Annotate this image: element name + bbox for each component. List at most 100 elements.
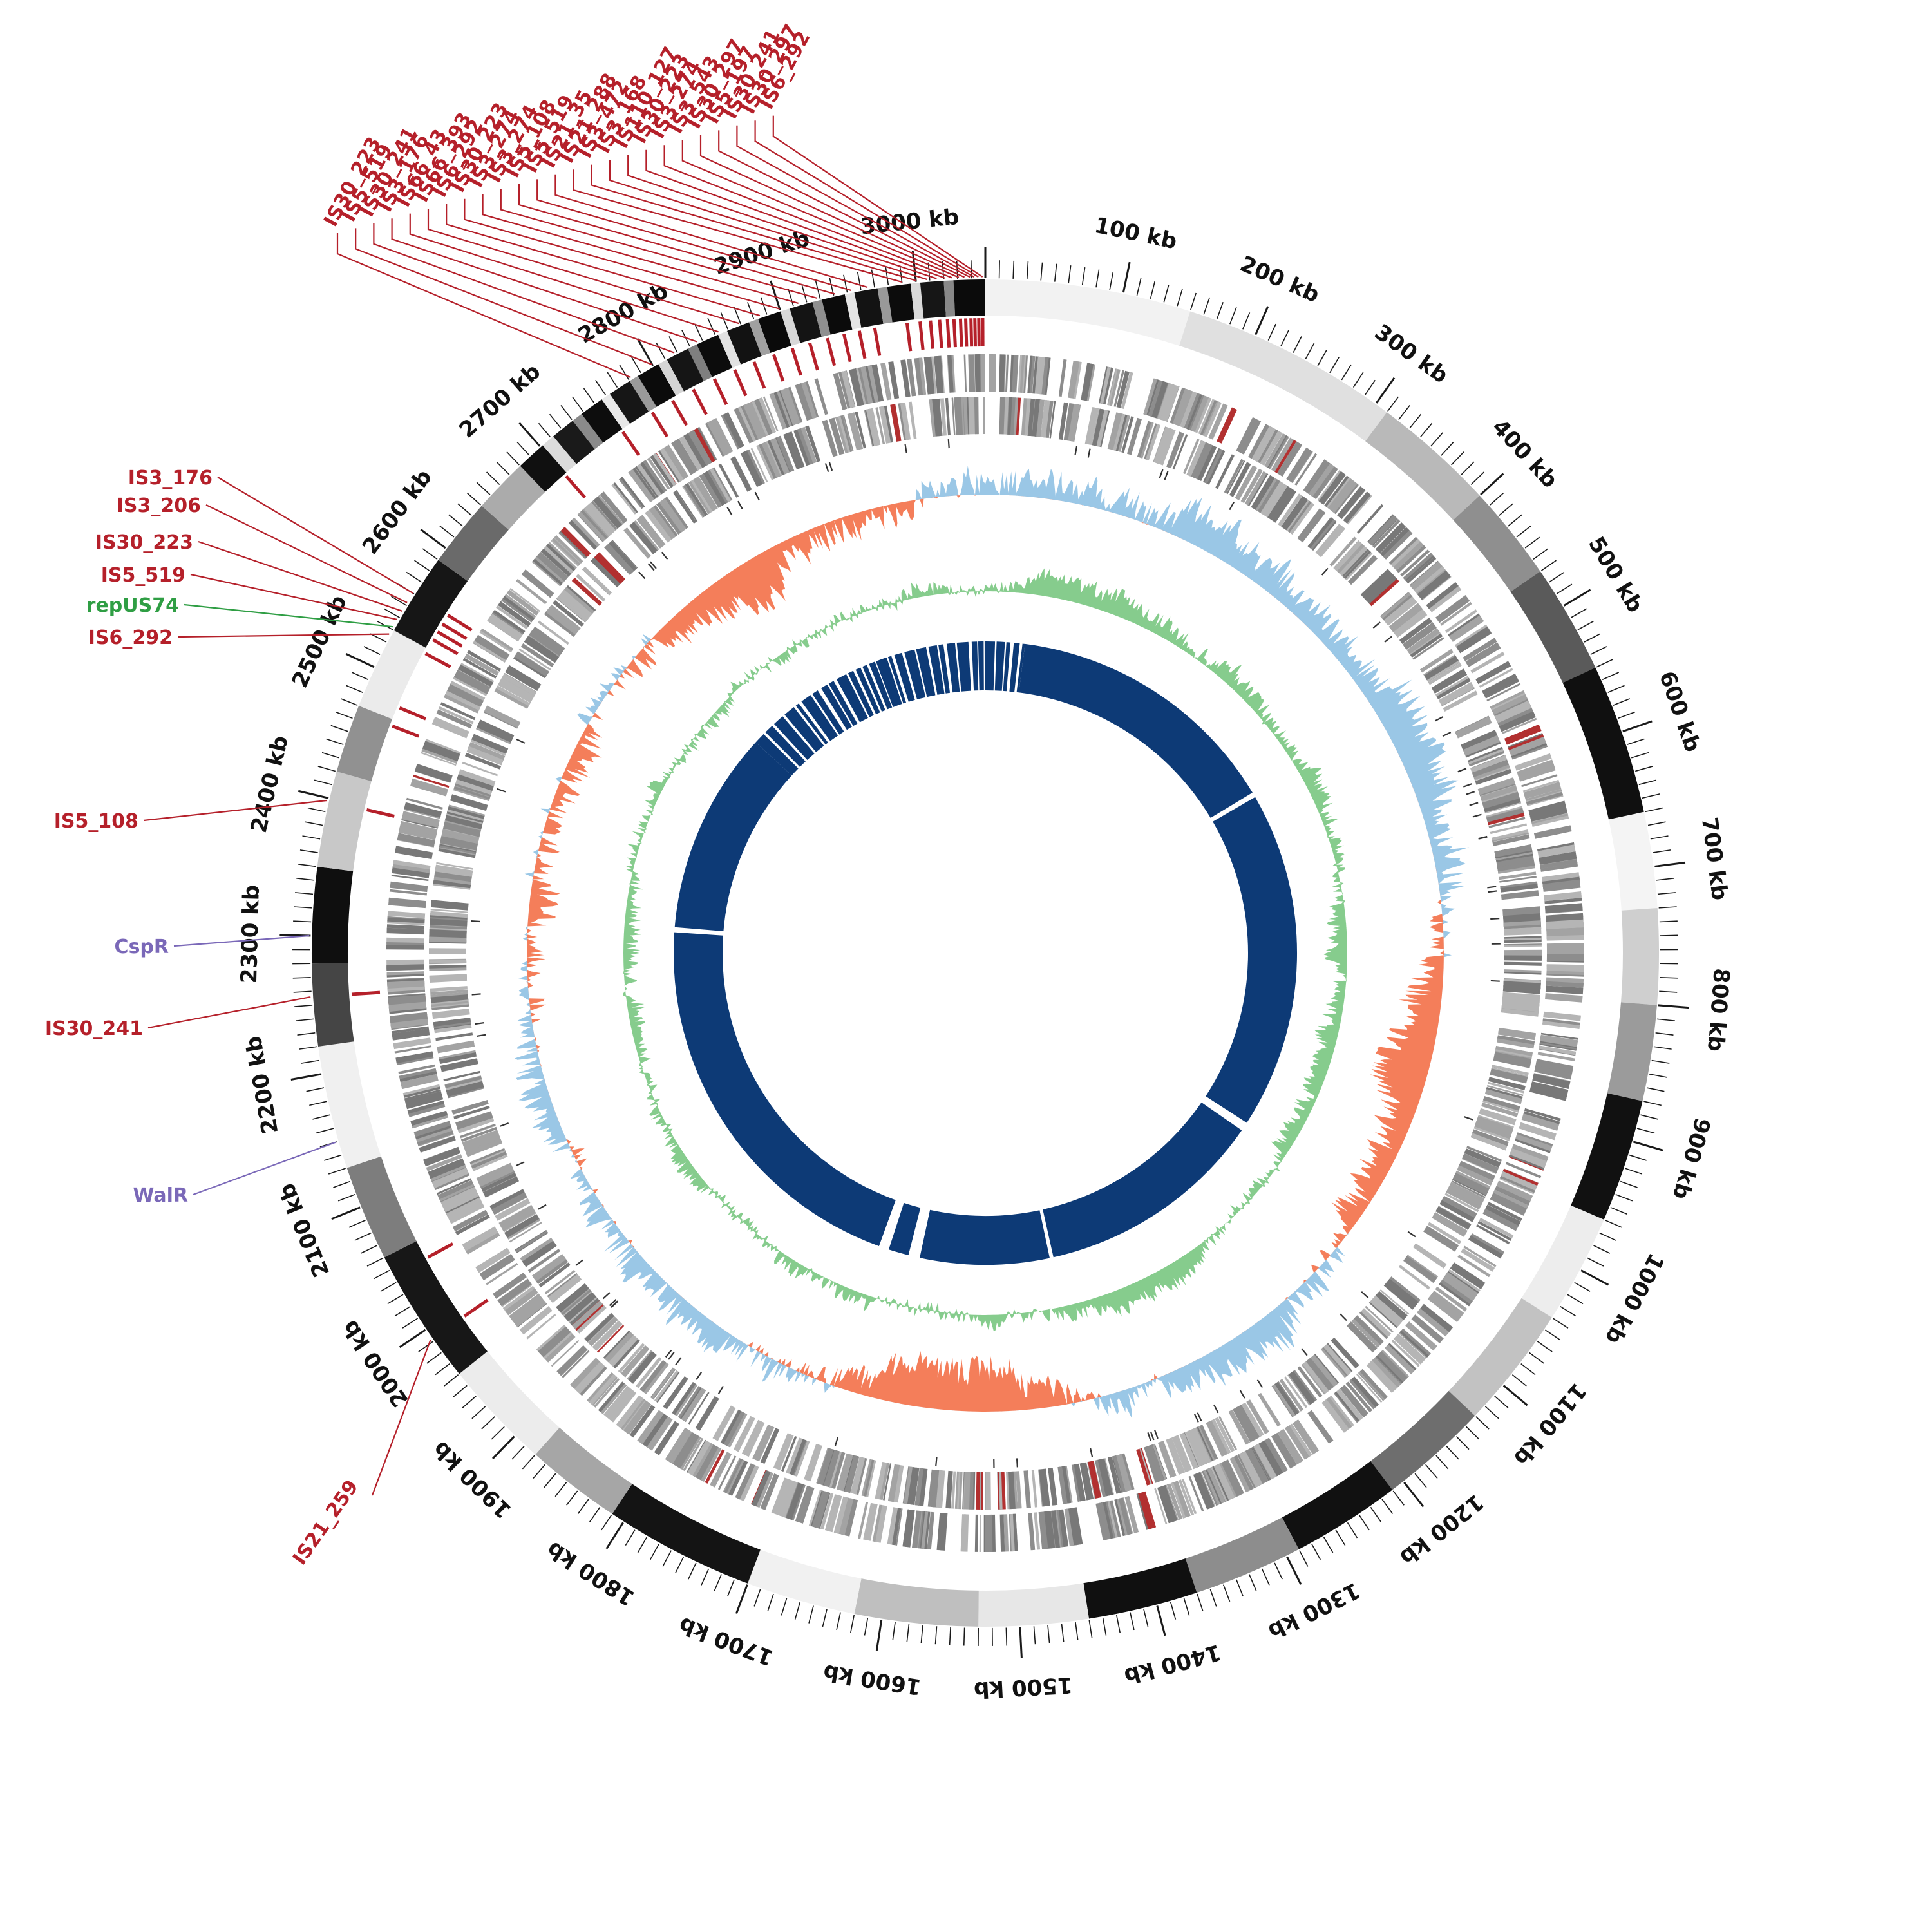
gene-tile (976, 1472, 983, 1510)
gene-tile (1181, 1478, 1197, 1515)
gene-tile (496, 685, 531, 706)
gene-tile (1361, 1308, 1392, 1338)
major-tick (1019, 1627, 1023, 1658)
gene-tile (551, 1340, 580, 1367)
gene-tile (1143, 378, 1157, 415)
gene-tile (1380, 1349, 1410, 1379)
feature-speckle (675, 1357, 682, 1366)
gene-tile (1546, 981, 1584, 988)
gene-tile (878, 406, 891, 444)
gene-tile (1188, 1475, 1204, 1512)
gene-tile (1499, 876, 1537, 883)
gene-tile (1490, 1193, 1528, 1216)
gene-tile (1116, 370, 1130, 408)
gene-tile (1531, 813, 1569, 824)
minor-tick (481, 1416, 495, 1430)
gene-tile (496, 605, 528, 630)
gene-tile (556, 596, 587, 623)
minor-tick (1659, 990, 1678, 993)
gene-tile (451, 1100, 489, 1115)
feature-speckle (726, 507, 733, 516)
gene-tile (403, 1086, 440, 1098)
gene-tile (734, 408, 753, 444)
gene-tile (867, 365, 879, 402)
gene-tile (1107, 1456, 1121, 1494)
minor-tick (1540, 560, 1557, 571)
minor-tick (383, 608, 401, 618)
gene-tile (596, 1325, 625, 1353)
annotation-leader-line (147, 996, 311, 1029)
annotation-leader-line (371, 1340, 431, 1496)
minor-tick (1455, 1435, 1470, 1450)
gene-tile (1140, 422, 1154, 459)
gene-tile (1388, 603, 1423, 632)
gene-tile (474, 634, 510, 661)
gene-tile (531, 626, 565, 654)
gene-tile (929, 399, 937, 437)
gene-tile (582, 566, 612, 596)
gene-tile (1486, 1084, 1524, 1097)
gene-tile (538, 1262, 571, 1288)
gene-tile (477, 1165, 515, 1187)
minor-tick (1618, 711, 1636, 719)
minor-tick (1659, 920, 1678, 923)
minor-tick (1189, 292, 1197, 310)
gene-tile (462, 1227, 498, 1251)
gene-tile (692, 476, 718, 512)
gene-tile (533, 558, 563, 585)
gene-tile (1034, 1512, 1041, 1550)
minor-tick (1647, 821, 1666, 826)
gene-tile (462, 658, 497, 679)
major-tick (1563, 589, 1591, 607)
gene-tile (556, 1345, 588, 1376)
gene-tile (1494, 700, 1532, 723)
gene-tile (1084, 407, 1097, 445)
top-annotation-fan: IS30_223IS5_519IS30_241IS3_176IS66_43IS6… (319, 21, 983, 379)
gene-tile (1492, 832, 1529, 842)
gene-tile (545, 609, 578, 635)
feature-speckle (1301, 1348, 1308, 1356)
gene-tile (501, 598, 533, 623)
gene-tile (1539, 1042, 1577, 1050)
minor-tick (1649, 1074, 1667, 1078)
gene-tile (1148, 1444, 1164, 1482)
gene-tile (447, 683, 484, 707)
minor-tick (1352, 372, 1364, 388)
feature-speckle (665, 1349, 672, 1358)
minor-tick (466, 492, 481, 506)
gene-tile (410, 778, 448, 797)
minor-tick (675, 1557, 685, 1573)
gene-tile (817, 1448, 834, 1486)
gene-tile (1383, 530, 1413, 560)
gene-tile (618, 477, 645, 509)
core-genome-block (887, 656, 906, 704)
gene-tile (387, 911, 426, 918)
gene-tile (440, 836, 478, 851)
annotation-leader-line (736, 125, 975, 278)
gene-tile (1059, 1466, 1068, 1504)
gene-tile (457, 1117, 495, 1133)
minor-tick (1556, 583, 1573, 594)
gene-tile (1398, 1265, 1430, 1290)
gene-tile (1432, 1212, 1468, 1237)
gene-tile (1376, 1355, 1404, 1383)
gene-tile (1414, 566, 1445, 594)
minor-tick (1584, 633, 1601, 643)
minor-tick (1177, 289, 1183, 307)
feature-speckle (1159, 469, 1164, 478)
core-genome-block (1043, 1102, 1242, 1258)
is-position-tick (969, 318, 974, 347)
gene-tile (473, 639, 507, 662)
gene-tile (1540, 859, 1578, 869)
gene-tile (1038, 1511, 1048, 1549)
gene-tile (429, 932, 467, 938)
gene-tile (1240, 468, 1263, 504)
gene-tile (390, 1017, 428, 1029)
minor-tick (1615, 1193, 1633, 1202)
karyotype-segment (749, 319, 771, 356)
minor-tick (1549, 571, 1565, 583)
gene-tile (1034, 356, 1046, 395)
gene-tile (963, 354, 967, 392)
axis-kb-label: 100 kb (1092, 213, 1179, 255)
gene-tile (547, 604, 581, 634)
